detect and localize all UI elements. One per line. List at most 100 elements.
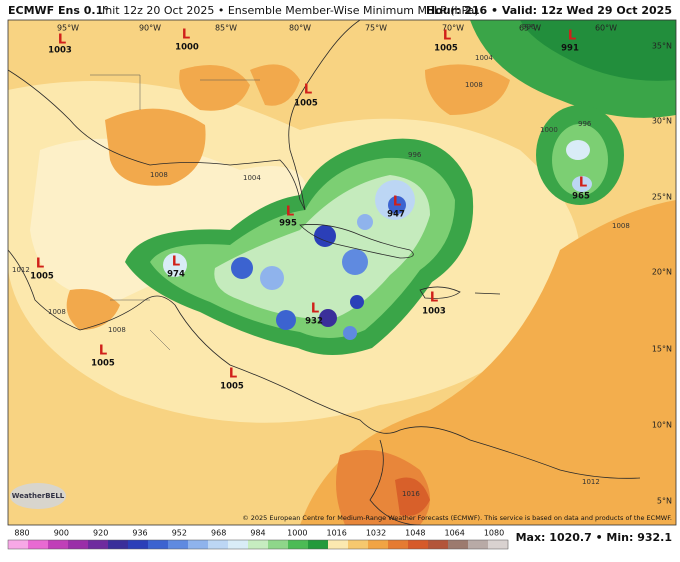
contour-label: 1016 xyxy=(402,490,420,498)
low-core xyxy=(572,176,592,192)
coastline xyxy=(474,292,501,295)
colorbar-swatch xyxy=(228,540,249,549)
colorbar-swatch xyxy=(348,540,369,549)
logo-badge xyxy=(10,483,66,509)
low-pressure: 1003 xyxy=(48,46,72,56)
warm-patch xyxy=(66,289,120,330)
coastline xyxy=(8,249,641,479)
warm-patch xyxy=(179,65,250,111)
low-symbol: L xyxy=(568,29,576,44)
colorbar-swatch xyxy=(248,540,269,549)
longitude-label: 70°W xyxy=(442,24,464,33)
low-core xyxy=(343,326,357,340)
low-symbol: L xyxy=(430,291,438,306)
model-name: ECMWF Ens 0.1° xyxy=(8,4,109,17)
colorbar-swatch xyxy=(188,540,209,549)
longitude-label: 90°W xyxy=(139,24,161,33)
low-core xyxy=(163,253,187,277)
low-region xyxy=(552,124,608,196)
longitude-label: 60°W xyxy=(595,24,617,33)
low-pressure: 991 xyxy=(561,44,579,54)
colorbar-swatch xyxy=(208,540,229,549)
colorbar: 880 900 920 936 952 968 984 1000 1016 1032 1048 106… xyxy=(7,529,509,550)
colorbar-tick-label: 880 xyxy=(14,529,29,538)
low-core xyxy=(319,309,337,327)
low-symbol: L xyxy=(172,255,180,270)
contour-label: 1008 xyxy=(48,308,66,316)
subtitle: Init 12z 20 Oct 2025 • Ensemble Member-W… xyxy=(102,4,479,17)
low-symbol: L xyxy=(229,367,237,382)
colorbar-tick-label: 1048 xyxy=(405,529,425,538)
latitude-label: 5°N xyxy=(657,497,672,506)
hot-patch xyxy=(395,477,430,516)
colorbar-swatch xyxy=(88,540,109,549)
low-pressure: 995 xyxy=(279,219,297,229)
low-core xyxy=(260,266,284,290)
low-symbol: L xyxy=(182,28,190,43)
low-symbol: L xyxy=(99,344,107,359)
contour-label: 1008 xyxy=(465,81,483,89)
colorbar-tick-label: 952 xyxy=(172,529,187,538)
stats: Max: 1020.7 • Min: 932.1 xyxy=(516,531,672,544)
low-core xyxy=(350,295,364,309)
contour-label: 1008 xyxy=(612,222,630,230)
colorbar-swatch xyxy=(468,540,489,549)
contour-label: 996 xyxy=(578,120,592,128)
low-pressure: 974 xyxy=(167,270,185,280)
low-symbol: L xyxy=(36,257,44,272)
low-symbol: L xyxy=(393,195,401,210)
warm-patch xyxy=(300,200,676,525)
colorbar-swatch xyxy=(288,540,309,549)
colorbar-swatch xyxy=(488,540,509,549)
colorbar-swatch xyxy=(428,540,449,549)
longitude-label: 75°W xyxy=(365,24,387,33)
colorbar-swatch xyxy=(368,540,389,549)
low-symbol: L xyxy=(58,33,66,48)
latitude-label: 10°N xyxy=(652,421,672,430)
colorbar-tick-label: 1016 xyxy=(326,529,346,538)
latitude-labels: 35°N 30°N 25°N 20°N 15°N 10°N 5°N xyxy=(652,42,672,506)
colorbar-tick-label: 900 xyxy=(54,529,69,538)
low-pressure: 932 xyxy=(305,317,323,327)
low-pressure: 1003 xyxy=(422,307,446,317)
colorbar-tick-label: 920 xyxy=(93,529,108,538)
low-pressure: 947 xyxy=(387,210,405,220)
colorbar-swatch xyxy=(308,540,329,549)
latitude-label: 35°N xyxy=(652,42,672,51)
colorbar-tick-label: 936 xyxy=(132,529,147,538)
colorbar-tick-label: 968 xyxy=(211,529,226,538)
colorbar-tick-label: 1080 xyxy=(484,529,504,538)
latitude-label: 20°N xyxy=(652,268,672,277)
colorbar-swatch xyxy=(8,540,29,549)
contour-label: 1004 xyxy=(475,54,493,62)
logo: WeatherBELL xyxy=(12,492,65,500)
colorbar-swatch xyxy=(168,540,189,549)
contour-label: 1012 xyxy=(12,266,30,274)
low-core xyxy=(388,196,406,214)
low-pressure: 1005 xyxy=(220,382,244,392)
pale-region xyxy=(30,138,308,300)
border xyxy=(90,74,260,351)
low-core xyxy=(357,214,373,230)
colorbar-frame xyxy=(7,539,509,550)
low-core xyxy=(314,225,336,247)
latitude-label: 15°N xyxy=(652,345,672,354)
low-pressure: 1005 xyxy=(91,359,115,369)
latitude-label: 25°N xyxy=(652,193,672,202)
warm-patch xyxy=(105,108,206,186)
colorbar-tick-label: 1064 xyxy=(444,529,464,538)
longitude-labels: 95°W 90°W 85°W 80°W 75°W 70°W 65°W 60°W xyxy=(57,24,617,33)
low-symbol: L xyxy=(286,205,294,220)
valid-time: Hour: 216 • Valid: 12z Wed 29 Oct 2025 xyxy=(426,4,672,17)
warm-patch xyxy=(425,64,510,115)
colorbar-swatch xyxy=(68,540,89,549)
colorbar-swatch xyxy=(448,540,469,549)
coastline xyxy=(299,224,414,259)
map xyxy=(8,20,676,525)
warm-patch xyxy=(250,64,300,106)
low-pressure: 1005 xyxy=(294,99,318,109)
colorbar-swatch xyxy=(48,540,69,549)
colorbar-swatch xyxy=(388,540,409,549)
colorbar-swatch xyxy=(108,540,129,549)
